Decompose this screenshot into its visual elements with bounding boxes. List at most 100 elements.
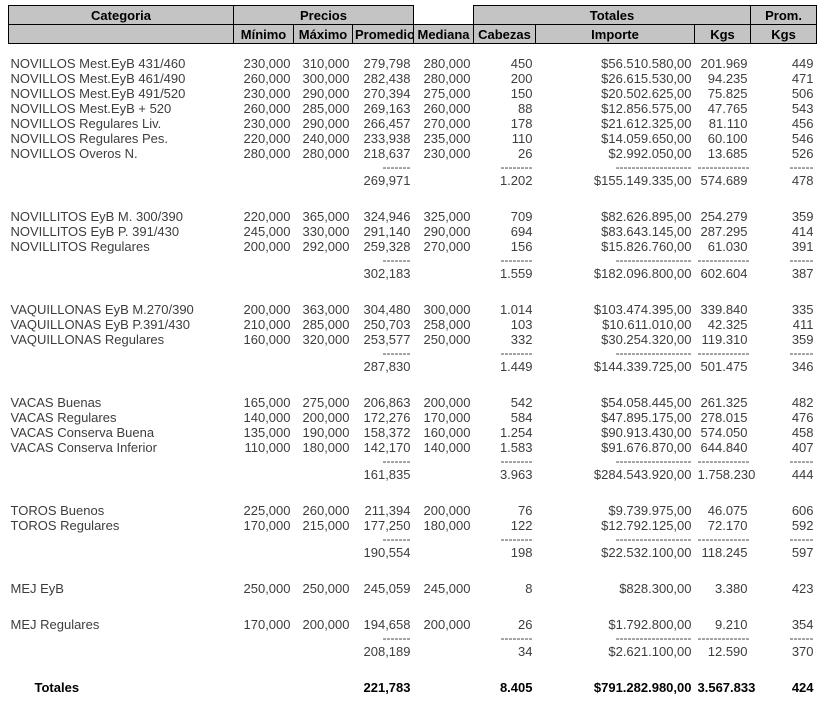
cell-mediana: 200,000	[423, 617, 471, 632]
cell-minimo: 140,000	[243, 410, 291, 425]
cell-mediana: 300,000	[423, 302, 471, 317]
subtotal-cabezas: 34	[518, 644, 533, 659]
cell-importe: $56.510.580,00	[601, 56, 692, 71]
cell-prom_kgs: 546	[791, 131, 814, 146]
header-gap	[414, 6, 474, 25]
cell-minimo: 250,000	[243, 581, 291, 596]
dash-row: ------- -------- ------------------- ------…	[9, 533, 817, 545]
dash-kgs: -------------	[697, 630, 750, 645]
subtotal-row: 302,183 1.559 $182.096.800,00 602.604 387	[9, 266, 817, 281]
header-categoria: Categoria	[8, 5, 234, 25]
dash-promedio: -------	[382, 159, 411, 174]
subtotal-prom_kgs: 597	[791, 545, 814, 560]
total-maximo	[294, 680, 353, 695]
spacer-cell	[9, 659, 817, 680]
subtotal-importe: $155.149.335,00	[593, 173, 692, 188]
cell-kgs: 81.110	[708, 116, 748, 131]
spacer-cell	[9, 374, 817, 395]
cell-kgs: 46.075	[707, 503, 748, 518]
cell-mediana: 275,000	[423, 86, 471, 101]
dash-maximo	[294, 455, 353, 467]
dash-prom_kgs: ------	[789, 453, 814, 468]
cell-mediana: 180,000	[423, 518, 471, 533]
table-row: NOVILLOS Mest.EyB 461/490 260,000 300,000 2…	[9, 71, 817, 86]
dash-categoria	[9, 254, 234, 266]
dash-cabezas: --------	[500, 252, 533, 267]
cell-prom_kgs: 458	[791, 425, 814, 440]
cell-kgs: 261.325	[700, 395, 748, 410]
cell-prom_kgs: 359	[791, 332, 814, 347]
cell-importe: $91.676.870,00	[601, 440, 692, 455]
dash-mediana	[414, 632, 474, 644]
cell-minimo: 110,000	[244, 440, 291, 455]
cell-promedio: 211,394	[364, 503, 411, 518]
cell-kgs: 339.840	[700, 302, 748, 317]
dash-row: ------- -------- ------------------- ------…	[9, 161, 817, 173]
cell-promedio: 291,140	[363, 224, 411, 239]
cell-mediana: 280,000	[423, 56, 471, 71]
header-promedio: Promedio	[352, 24, 414, 44]
cell-kgs: 42.325	[707, 317, 748, 332]
cell-minimo: 210,000	[243, 317, 291, 332]
cell-cabezas: 709	[510, 209, 533, 224]
cell-maximo: 200,000	[302, 617, 350, 632]
cell-importe: $26.615.530,00	[601, 71, 692, 86]
cell-maximo: 280,000	[302, 146, 350, 161]
subtotal-kgs: 118.245	[701, 545, 748, 560]
cell-promedio: 279,798	[363, 56, 411, 71]
subtotal-kgs: 602.604	[700, 266, 748, 281]
cell-minimo: 220,000	[243, 209, 291, 224]
subtotal-importe: $284.543.920,00	[593, 467, 692, 482]
cell-maximo: 285,000	[302, 317, 350, 332]
subtotal-row: 190,554 198 $22.532.100,00 118.245 597	[9, 545, 817, 560]
dash-categoria	[9, 632, 234, 644]
cell-importe: $54.058.445,00	[601, 395, 692, 410]
cell-prom_kgs: 414	[791, 224, 814, 239]
dash-importe: -------------------	[615, 453, 692, 468]
cell-categoria: VAQUILLONAS Regulares	[10, 332, 165, 347]
cell-cabezas: 122	[510, 518, 533, 533]
cell-categoria: NOVILLOS Mest.EyB 431/460	[10, 56, 186, 71]
cell-promedio: 233,938	[363, 131, 411, 146]
dash-maximo	[294, 632, 353, 644]
header-precios: Precios	[233, 5, 414, 25]
cell-kgs: 119.310	[701, 332, 748, 347]
cell-promedio: 259,328	[363, 239, 411, 254]
cell-kgs: 287.295	[700, 224, 748, 239]
cell-importe: $82.626.895,00	[601, 209, 692, 224]
cell-promedio: 250,703	[363, 317, 411, 332]
dash-row: ------- -------- ------------------- ------…	[9, 347, 817, 359]
cell-maximo: 190,000	[302, 425, 350, 440]
subtotal-maximo	[294, 173, 353, 188]
cell-prom_kgs: 476	[791, 410, 814, 425]
cell-categoria: NOVILLOS Mest.EyB 491/520	[10, 86, 186, 101]
cell-cabezas: 584	[510, 410, 533, 425]
cell-promedio: 177,250	[363, 518, 411, 533]
cell-importe: $12.792.125,00	[601, 518, 692, 533]
table-row: VAQUILLONAS EyB P.391/430 210,000 285,000 2…	[9, 317, 817, 332]
table-row: NOVILLITOS Regulares 200,000 292,000 259,32…	[9, 239, 817, 254]
table-row: TOROS Regulares 170,000 215,000 177,250 180,…	[9, 518, 817, 533]
subtotal-categoria	[9, 173, 234, 188]
dash-prom_kgs: ------	[789, 252, 814, 267]
cell-mediana: 250,000	[423, 332, 471, 347]
cell-importe: $83.643.145,00	[601, 224, 692, 239]
cell-importe: $2.992.050,00	[608, 146, 692, 161]
subtotal-categoria	[9, 467, 234, 482]
subtotal-minimo	[234, 359, 294, 374]
cell-prom_kgs: 411	[792, 317, 814, 332]
cell-maximo: 275,000	[302, 395, 350, 410]
cell-categoria: VACAS Conserva Buena	[10, 425, 155, 440]
cell-mediana: 325,000	[423, 209, 471, 224]
cell-categoria: MEJ Regulares	[10, 617, 100, 632]
total-importe: $791.282.980,00	[593, 680, 692, 695]
subtotal-row: 208,189 34 $2.621.100,00 12.590 370	[9, 644, 817, 659]
dash-promedio: -------	[382, 345, 411, 360]
subtotal-categoria	[9, 545, 234, 560]
cell-minimo: 160,000	[243, 332, 291, 347]
subtotal-minimo	[234, 266, 294, 281]
cell-importe: $21.612.325,00	[601, 116, 692, 131]
cell-minimo: 230,000	[243, 86, 291, 101]
header-importe: Importe	[535, 24, 695, 44]
cell-cabezas: 450	[510, 56, 533, 71]
